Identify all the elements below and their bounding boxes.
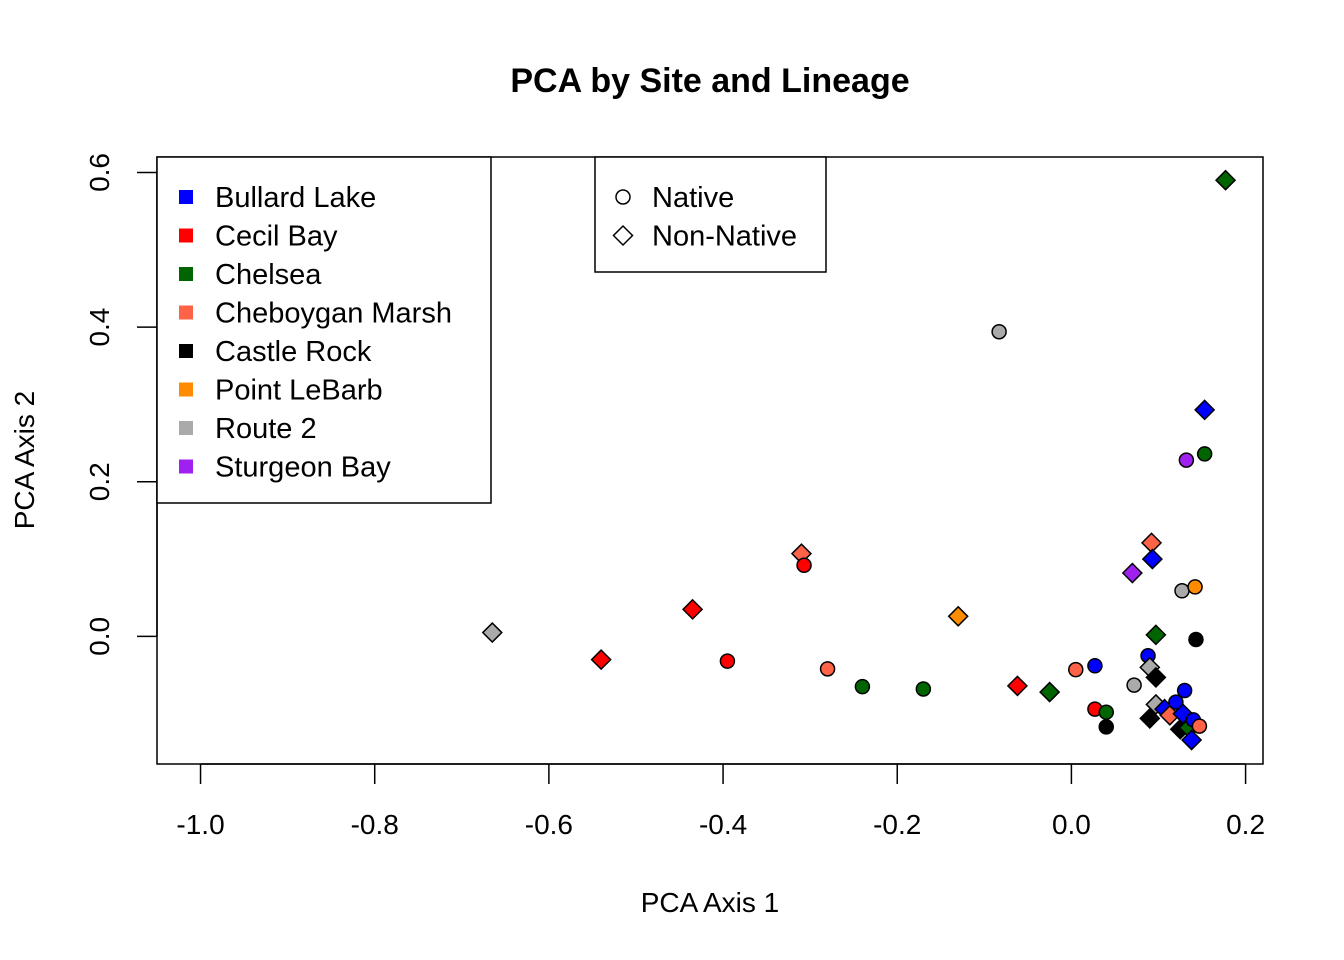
lineage-legend-symbol-native — [615, 189, 631, 205]
data-point-bullard-lake-native — [1087, 658, 1103, 674]
x-tick-label: -1.0 — [176, 809, 224, 840]
site-legend-label-cheboygan-marsh: Cheboygan Marsh — [215, 298, 452, 330]
site-legend-label-cecil-bay: Cecil Bay — [215, 221, 338, 253]
site-legend-label-point-lebarb: Point LeBarb — [215, 375, 383, 407]
data-point-cecil-bay-native — [719, 653, 736, 669]
y-tick-label: 0.0 — [84, 617, 115, 656]
data-point-route-2-native — [1174, 583, 1190, 599]
data-point-castle-rock-native — [1188, 631, 1204, 648]
data-point-bullard-lake-non-native — [1141, 548, 1163, 570]
x-tick-label: -0.2 — [873, 809, 921, 840]
data-point-bullard-lake-native — [1168, 694, 1184, 710]
lineage-legend-box — [594, 156, 827, 273]
site-legend-swatch-cecil-bay — [179, 228, 193, 243]
site-legend-label-castle-rock: Castle Rock — [215, 336, 372, 368]
x-axis-label: PCA Axis 1 — [641, 887, 780, 918]
data-point-cecil-bay-non-native — [682, 598, 704, 620]
data-points — [481, 169, 1237, 751]
site-legend-swatch-cheboygan-marsh — [179, 305, 193, 320]
lineage-legend: Native Non-Native — [594, 156, 827, 273]
x-tick-label: -0.4 — [699, 809, 747, 840]
data-point-route-2-native — [1126, 677, 1142, 693]
data-point-sturgeon-bay-non-native — [1121, 562, 1143, 584]
data-point-sturgeon-bay-native — [1178, 452, 1195, 468]
data-point-castle-rock-non-native — [1145, 666, 1167, 688]
lineage-legend-label-non-native: Non-Native — [652, 221, 797, 253]
y-axis: 0.0 0.2 0.4 0.6 — [84, 153, 158, 656]
data-point-chelsea-native — [1098, 704, 1114, 720]
data-point-chelsea-non-native — [1039, 681, 1061, 703]
data-point-chelsea-native — [1196, 446, 1213, 462]
x-axis: -1.0 -0.8 -0.6 -0.4 -0.2 0.0 0.2 — [176, 763, 1265, 840]
data-point-cecil-bay-non-native — [590, 649, 612, 671]
data-point-bullard-lake-non-native — [1181, 729, 1203, 751]
site-legend-swatch-chelsea — [179, 267, 193, 281]
site-legend-swatch-sturgeon-bay — [179, 459, 193, 474]
data-point-bullard-lake-native — [1176, 682, 1193, 699]
data-point-chelsea-non-native — [1214, 169, 1237, 191]
site-legend-swatch-point-lebarb — [179, 382, 193, 397]
site-legend-label-chelsea: Chelsea — [215, 259, 322, 291]
data-point-cecil-bay-non-native — [1006, 675, 1028, 697]
data-point-cheboygan-marsh-native — [819, 661, 836, 677]
x-tick-label: -0.8 — [351, 809, 399, 840]
y-tick-label: 0.6 — [84, 153, 115, 192]
data-point-chelsea-non-native — [1145, 624, 1167, 646]
site-legend-swatch-bullard-lake — [179, 190, 193, 204]
data-point-route-2-non-native — [481, 621, 503, 644]
data-point-cheboygan-marsh-native — [1068, 661, 1084, 678]
x-tick-label: -0.6 — [525, 809, 573, 840]
data-point-route-2-native — [991, 324, 1007, 340]
data-point-point-lebarb-native — [1187, 579, 1203, 595]
data-point-bullard-lake-non-native — [1194, 399, 1216, 421]
y-tick-label: 0.2 — [84, 462, 115, 501]
site-legend-box — [156, 156, 492, 504]
data-point-chelsea-native — [915, 681, 932, 697]
data-point-point-lebarb-non-native — [947, 605, 969, 627]
lineage-legend-label-native: Native — [652, 182, 734, 214]
site-legend-label-sturgeon-bay: Sturgeon Bay — [215, 452, 391, 484]
site-legend-swatch-route-2 — [179, 421, 193, 435]
site-legend: Bullard Lake Cecil Bay Chelsea Cheboygan Ma… — [156, 156, 492, 504]
site-legend-label-bullard-lake: Bullard Lake — [215, 182, 376, 214]
data-point-chelsea-native — [854, 678, 871, 695]
site-legend-label-route-2: Route 2 — [215, 413, 317, 445]
y-axis-label: PCA Axis 2 — [9, 391, 40, 530]
data-point-castle-rock-native — [1098, 719, 1114, 735]
lineage-legend-symbol-non-native — [612, 224, 634, 247]
data-point-cecil-bay-native — [796, 557, 812, 574]
data-point-cheboygan-marsh-native — [1191, 718, 1208, 734]
y-tick-label: 0.4 — [84, 308, 115, 347]
chart-title: PCA by Site and Lineage — [510, 62, 909, 100]
x-tick-label: 0.2 — [1226, 809, 1265, 840]
x-tick-label: 0.0 — [1052, 809, 1091, 840]
site-legend-swatch-castle-rock — [179, 344, 193, 358]
